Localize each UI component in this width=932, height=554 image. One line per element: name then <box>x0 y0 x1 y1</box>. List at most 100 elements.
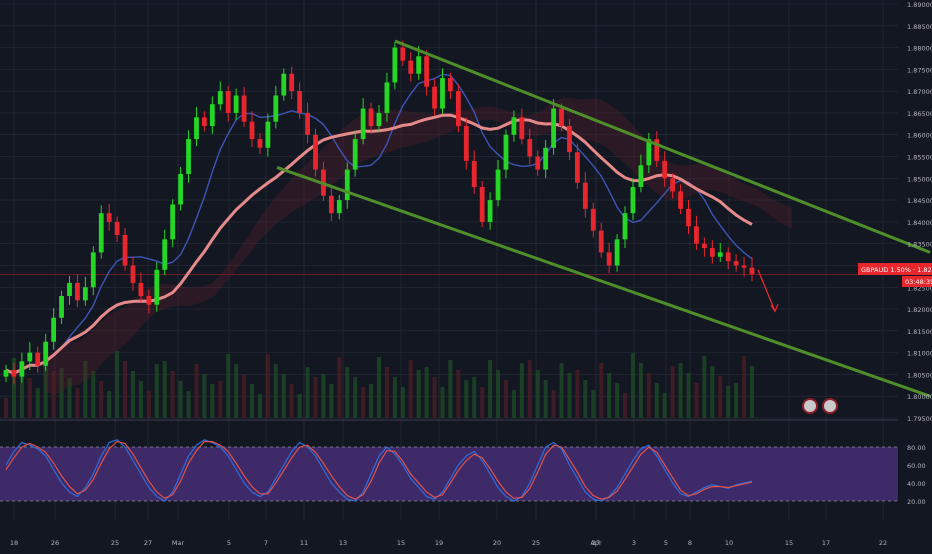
price-tick-label: 1.86500 <box>907 110 932 118</box>
candle-body <box>701 243 707 249</box>
trendline-upper <box>394 39 931 254</box>
candle-body <box>336 200 342 214</box>
price-tick-label: 1.83500 <box>907 241 932 249</box>
volume-bar <box>51 371 56 418</box>
stochastic-oscillator <box>0 439 898 502</box>
time-tick-label: 26 <box>51 539 59 547</box>
volume-bar <box>551 390 556 418</box>
candle-body <box>106 213 112 222</box>
volume-bar <box>265 354 270 418</box>
candle-body <box>400 47 406 61</box>
candle-body <box>487 200 493 222</box>
time-tick-label: 3 <box>632 539 636 547</box>
event-icons[interactable] <box>802 398 838 414</box>
volume-bar <box>718 376 723 418</box>
volume-bar <box>511 390 516 418</box>
economic-event-icon[interactable] <box>822 398 838 414</box>
volume-bar <box>337 357 342 418</box>
forecast-arrow <box>757 269 779 313</box>
candle-body <box>686 208 691 227</box>
time-tick-label: 15 <box>397 539 405 547</box>
volume-bar <box>599 363 604 418</box>
candle-body <box>75 282 80 301</box>
volume-bar <box>384 367 389 418</box>
volume-bar <box>91 371 96 418</box>
candle-body <box>725 252 731 262</box>
candle-body <box>741 265 747 268</box>
price-tick-label: 1.84500 <box>907 197 932 205</box>
volume-bar <box>559 363 564 418</box>
price-tick-label: 1.82000 <box>907 306 932 314</box>
candle-body <box>654 139 660 161</box>
time-tick-label: 27 <box>592 539 600 547</box>
volume-bar <box>726 386 731 418</box>
candle-body <box>598 230 604 253</box>
candle-body <box>733 261 739 266</box>
price-tick-label: 1.89000 <box>907 1 932 9</box>
volume-bar <box>734 383 739 418</box>
price-tick-label: 1.88500 <box>907 23 932 31</box>
candle-body <box>479 187 485 222</box>
candle-body <box>646 139 652 166</box>
volume-bar <box>448 360 453 418</box>
volume-bar <box>503 380 508 418</box>
candle-body <box>519 117 525 140</box>
time-tick-label: 25 <box>111 539 119 547</box>
volume-bar <box>638 363 643 418</box>
candle-body <box>273 95 279 122</box>
time-tick-label: 8 <box>688 539 692 547</box>
candle-body <box>11 370 17 377</box>
volume-bar <box>710 366 715 418</box>
candle-body <box>360 108 366 140</box>
volume-bar <box>686 373 691 418</box>
volume-bar <box>369 384 374 418</box>
time-tick-label: Apr <box>590 539 602 547</box>
volume-bar <box>416 370 421 418</box>
time-tick-label: 25 <box>532 539 540 547</box>
candle-body <box>614 239 620 266</box>
candle-body <box>368 108 374 127</box>
candle-body <box>328 195 334 214</box>
volume-bar <box>99 381 104 418</box>
candle-body <box>424 56 430 87</box>
candle-body <box>43 341 49 366</box>
volume-bar <box>702 356 707 418</box>
volume-bar <box>305 367 310 418</box>
volume-bar <box>742 356 747 418</box>
volume-bar <box>321 374 326 418</box>
volume-bar <box>83 361 88 418</box>
time-tick-label: 22 <box>879 539 887 547</box>
candle-body <box>471 160 477 188</box>
volume-bar <box>670 366 675 418</box>
oscillator-tick-label: 20.00 <box>907 498 926 506</box>
volume-bar <box>19 368 24 418</box>
candle-body <box>217 91 223 105</box>
candle-body <box>408 60 414 74</box>
candle-body <box>257 139 263 148</box>
volume-bar <box>210 384 215 418</box>
volume-bar <box>345 367 350 418</box>
candle-body <box>209 104 215 127</box>
volume-bar <box>519 363 524 418</box>
volume-bar <box>583 380 588 418</box>
volume-bar <box>472 377 477 418</box>
price-tick-label: 1.88000 <box>907 45 932 53</box>
candle-body <box>638 165 644 188</box>
time-tick-label: 5 <box>227 539 231 547</box>
candle-body <box>606 252 612 266</box>
candle-body <box>202 117 207 127</box>
volume-bar <box>289 384 294 418</box>
moving-average-mid <box>5 73 753 375</box>
volume-bar <box>313 377 318 418</box>
countdown-badge-bg <box>902 276 932 287</box>
economic-event-icon[interactable] <box>802 398 818 414</box>
volume-bar <box>496 370 501 418</box>
volume-bar <box>4 398 8 418</box>
candle-body <box>130 265 136 283</box>
candle-body <box>749 267 755 275</box>
volume-bars <box>4 351 754 418</box>
time-tick-label: 13 <box>339 539 347 547</box>
